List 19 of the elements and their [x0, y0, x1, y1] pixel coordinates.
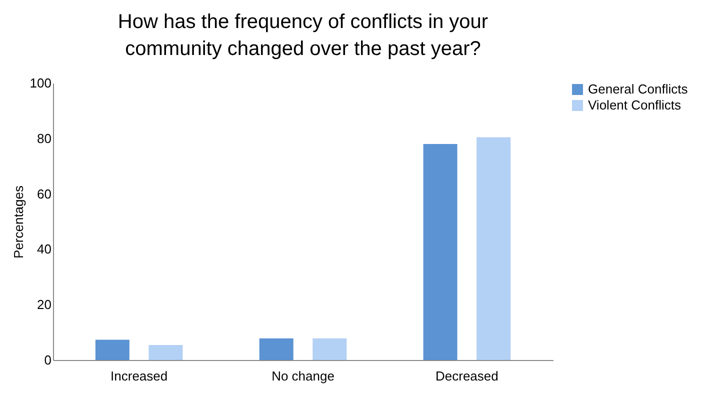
- y-tick-label: 40: [37, 242, 52, 257]
- bar: [95, 340, 130, 360]
- bar: [312, 338, 347, 360]
- bar: [148, 345, 183, 360]
- x-tick-label: Decreased: [435, 368, 498, 384]
- y-tick-label: 20: [37, 297, 52, 312]
- legend-label: General Conflicts: [588, 82, 688, 96]
- y-tick-label: 0: [44, 352, 52, 368]
- x-tick-label: No change: [272, 368, 334, 384]
- x-tick-label: Increased: [110, 368, 168, 384]
- bar: [423, 144, 458, 360]
- y-tick-label: 100: [30, 76, 52, 90]
- legend-label: Violent Conflicts: [588, 98, 682, 112]
- bar: [259, 338, 294, 360]
- y-axis-title: Percentages: [10, 185, 26, 258]
- y-tick-label: 80: [37, 130, 52, 146]
- bar: [476, 137, 511, 360]
- y-tick-label: 60: [37, 186, 52, 202]
- chart-title: How has the frequency of conflicts in your community changed over the past year?: [118, 11, 488, 60]
